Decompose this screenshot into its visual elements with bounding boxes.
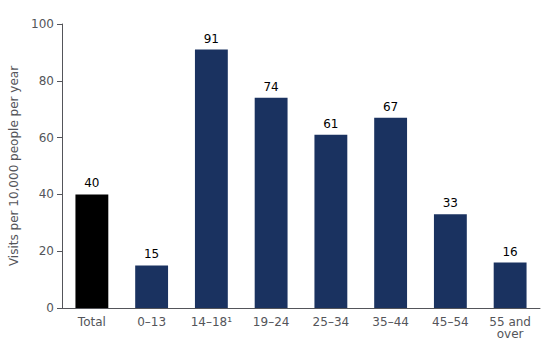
svg-text:over: over xyxy=(497,327,524,341)
svg-text:19–24: 19–24 xyxy=(253,315,290,329)
svg-text:14–18¹: 14–18¹ xyxy=(191,315,233,329)
svg-text:67: 67 xyxy=(383,100,398,114)
svg-text:40: 40 xyxy=(39,187,54,201)
svg-text:16: 16 xyxy=(502,245,517,259)
svg-text:100: 100 xyxy=(31,17,54,31)
svg-text:Total: Total xyxy=(77,315,106,329)
svg-text:25–34: 25–34 xyxy=(313,315,350,329)
svg-text:55 and: 55 and xyxy=(489,315,531,329)
svg-text:35–44: 35–44 xyxy=(372,315,409,329)
svg-text:60: 60 xyxy=(39,131,54,145)
svg-text:80: 80 xyxy=(39,74,54,88)
svg-text:Visits per 10,000 people per y: Visits per 10,000 people per year xyxy=(7,66,21,266)
svg-text:40: 40 xyxy=(84,176,99,190)
svg-text:61: 61 xyxy=(323,117,338,131)
svg-text:0: 0 xyxy=(46,301,54,315)
svg-text:33: 33 xyxy=(443,196,458,210)
svg-text:20: 20 xyxy=(39,244,54,258)
svg-text:74: 74 xyxy=(263,80,278,94)
svg-text:91: 91 xyxy=(204,32,219,46)
svg-text:0–13: 0–13 xyxy=(137,315,166,329)
svg-text:15: 15 xyxy=(144,247,159,261)
svg-text:45–54: 45–54 xyxy=(432,315,469,329)
